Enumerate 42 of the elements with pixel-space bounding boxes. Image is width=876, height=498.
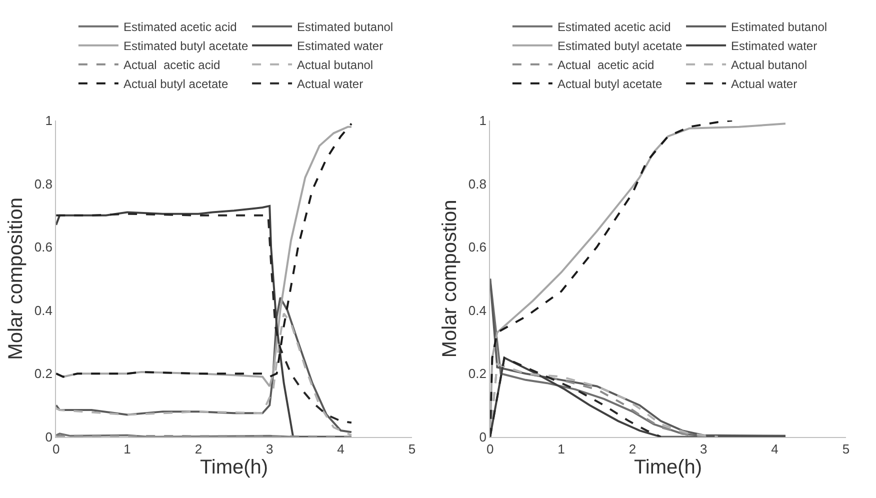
- x-tick-label: 5: [408, 441, 416, 456]
- legend-label: Estimated water: [731, 39, 818, 54]
- y-axis-title: Molar composition: [4, 198, 27, 360]
- legend-label: Estimated butyl acetate: [557, 39, 682, 54]
- legend-label: Estimated butanol: [297, 20, 394, 34]
- legend-label: Estimated water: [297, 39, 384, 54]
- legend-label: Actual butanol: [731, 58, 808, 72]
- y-tick-label: 0: [45, 429, 52, 444]
- legend-label: Estimated acetic acid: [557, 20, 671, 34]
- y-tick-label: 0: [479, 429, 486, 444]
- x-tick-label: 3: [700, 441, 708, 456]
- y-tick-label: 0.4: [468, 302, 486, 318]
- y-tick-label: 1: [45, 113, 52, 128]
- x-axis-title: Time(h): [200, 456, 268, 478]
- legend-label: Estimated butyl acetate: [123, 39, 248, 54]
- y-tick-label: 0.6: [468, 240, 486, 255]
- legend-label: Actual acetic acid: [123, 58, 220, 72]
- y-axis-title: Molar compostion: [438, 200, 461, 358]
- x-axis-title: Time(h): [634, 456, 702, 478]
- x-tick-label: 5: [842, 441, 850, 456]
- y-tick-label: 0.6: [34, 240, 52, 255]
- x-tick-label: 2: [194, 441, 202, 456]
- legend-label: Actual acetic acid: [557, 58, 654, 72]
- x-tick-label: 1: [558, 441, 565, 456]
- x-tick-label: 4: [771, 441, 778, 456]
- y-tick-label: 0.8: [34, 176, 52, 192]
- legend-label: Estimated butanol: [731, 20, 828, 34]
- x-tick-label: 1: [124, 441, 131, 456]
- y-tick-label: 0.2: [34, 366, 52, 382]
- y-tick-label: 1: [479, 113, 486, 128]
- x-tick-label: 2: [628, 441, 636, 456]
- y-tick-label: 0.4: [34, 302, 52, 318]
- legend-label: Actual butyl acetate: [123, 77, 228, 92]
- x-tick-label: 3: [266, 441, 274, 456]
- x-tick-label: 4: [337, 441, 344, 456]
- legend-label: Actual butanol: [297, 58, 374, 72]
- legend-label: Actual butyl acetate: [557, 77, 662, 92]
- y-tick-label: 0.8: [468, 176, 486, 192]
- legend-label: Actual water: [731, 77, 798, 92]
- legend-label: Estimated acetic acid: [123, 20, 237, 34]
- legend-label: Actual water: [297, 77, 364, 92]
- y-tick-label: 0.2: [468, 366, 486, 382]
